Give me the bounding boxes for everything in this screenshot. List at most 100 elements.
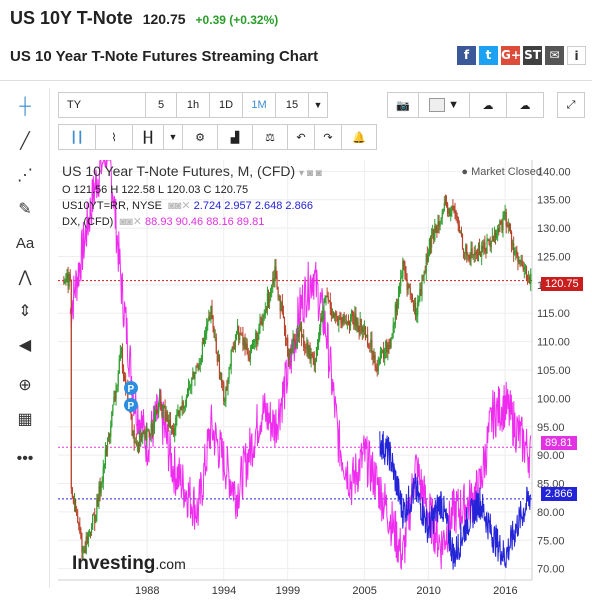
- candle-body: [448, 208, 450, 214]
- candle-body: [403, 260, 405, 266]
- interval-15[interactable]: 15: [275, 92, 309, 118]
- candle-body: [383, 349, 385, 359]
- trendline-icon[interactable]: ╱: [20, 133, 30, 150]
- candle-body: [432, 229, 434, 236]
- candle-body: [83, 549, 85, 551]
- interval-1h[interactable]: 1h: [176, 92, 210, 118]
- candle-body: [363, 326, 366, 329]
- candle-body: [211, 306, 213, 316]
- crosshair-icon[interactable]: ┼: [19, 98, 31, 115]
- candle-body: [166, 411, 168, 422]
- pattern-icon[interactable]: ⋀: [18, 269, 32, 286]
- candle-body: [500, 221, 502, 224]
- candle-body: [206, 324, 208, 334]
- candle-body: [184, 404, 186, 407]
- candle-body: [268, 298, 271, 304]
- candle-body: [490, 241, 492, 248]
- bars-icon[interactable]: ┠┨: [132, 124, 164, 150]
- symbol-field[interactable]: TY: [58, 92, 146, 118]
- candle-body: [408, 284, 410, 288]
- candle-body: [487, 239, 489, 241]
- x-tick-label: 2016: [493, 585, 517, 596]
- googleplus-icon[interactable]: G+: [501, 46, 521, 65]
- undo-icon[interactable]: ↶: [287, 124, 315, 150]
- twitter-icon[interactable]: t: [479, 46, 498, 65]
- measure-icon[interactable]: ⇕: [18, 303, 32, 320]
- candle-body: [497, 227, 499, 234]
- candle-body: [306, 342, 308, 350]
- y-tick-label: 130.00: [537, 223, 571, 235]
- candle-body: [86, 536, 88, 544]
- zoom-icon[interactable]: ⊕: [18, 377, 32, 394]
- candle-body: [282, 312, 285, 318]
- candle-body: [511, 243, 514, 245]
- candle-body: [195, 366, 197, 374]
- compare-icon[interactable]: ⚖: [252, 124, 288, 150]
- camera-icon[interactable]: 📷: [387, 92, 419, 118]
- y-tick-label: 100.00: [537, 393, 571, 405]
- interval-1d[interactable]: 1D: [209, 92, 243, 118]
- ruler-icon[interactable]: ▦: [17, 411, 33, 428]
- candle-body: [338, 317, 340, 325]
- candle-body: [461, 234, 464, 250]
- candle-body: [247, 354, 249, 357]
- candle-body: [251, 341, 254, 349]
- candle-body: [530, 273, 532, 284]
- candle-body: [193, 372, 195, 379]
- candle-body: [102, 467, 104, 483]
- dx-series-line: [69, 158, 532, 571]
- candle-body: [459, 232, 461, 234]
- candle-body: [257, 333, 259, 344]
- indicators-icon[interactable]: ▟: [217, 124, 253, 150]
- candle-body: [67, 272, 69, 287]
- candle-body: [389, 345, 391, 348]
- fibonacci-icon[interactable]: ⋰: [17, 167, 33, 184]
- arrow-left-icon[interactable]: ◀: [18, 337, 32, 354]
- chart-type-dropdown-icon[interactable]: ▼: [163, 124, 183, 150]
- alert-icon[interactable]: 🔔: [341, 124, 377, 150]
- candle-body: [121, 347, 124, 369]
- facebook-icon[interactable]: f: [457, 46, 476, 65]
- candle-body: [192, 372, 194, 378]
- interval-1m[interactable]: 1M: [242, 92, 276, 118]
- candle-body: [69, 274, 71, 281]
- color-picker[interactable]: ▼: [418, 92, 470, 118]
- candle-body: [501, 223, 503, 231]
- candle-body: [376, 367, 378, 371]
- gear-icon[interactable]: ⚙: [182, 124, 218, 150]
- candle-body: [473, 253, 475, 256]
- candle-body: [430, 235, 433, 248]
- candle-body: [249, 352, 251, 360]
- legend-study1-values: 2.724 2.957 2.648 2.866: [193, 200, 313, 212]
- info-icon[interactable]: i: [567, 46, 586, 65]
- more-icon[interactable]: •••: [16, 450, 34, 467]
- chart-legend: US 10 Year T-Note Futures, M, (CFD) ▾ ◙ …: [62, 163, 322, 228]
- candle-body: [225, 387, 227, 402]
- fullscreen-icon[interactable]: ⤢: [557, 92, 585, 118]
- candle-body: [486, 240, 488, 253]
- candle-body: [456, 216, 458, 218]
- candle-body: [185, 397, 188, 405]
- redo-icon[interactable]: ↷: [314, 124, 342, 150]
- cloud-download-icon[interactable]: ☁: [469, 92, 507, 118]
- candle-body: [355, 314, 357, 327]
- candle-body: [272, 278, 274, 285]
- candle-body: [106, 441, 109, 451]
- candle-body: [274, 266, 276, 281]
- line-chart-icon[interactable]: ⌇: [95, 124, 133, 150]
- candle-body: [371, 339, 373, 352]
- candles-icon[interactable]: ┃┃: [58, 124, 96, 150]
- email-icon[interactable]: ✉: [545, 46, 564, 65]
- candle-body: [524, 266, 526, 268]
- brush-icon[interactable]: ✎: [18, 201, 32, 218]
- cloud-upload-icon[interactable]: ☁: [506, 92, 544, 118]
- candle-body: [265, 309, 267, 311]
- interval-dropdown-icon[interactable]: ▼: [308, 92, 328, 118]
- y-tick-label: 135.00: [537, 195, 571, 207]
- candle-body: [517, 255, 519, 263]
- candle-body: [322, 311, 324, 321]
- text-icon[interactable]: Aa: [15, 234, 35, 252]
- interval-5[interactable]: 5: [145, 92, 177, 118]
- stocktwits-icon[interactable]: ST: [523, 46, 542, 65]
- candle-body: [202, 342, 205, 344]
